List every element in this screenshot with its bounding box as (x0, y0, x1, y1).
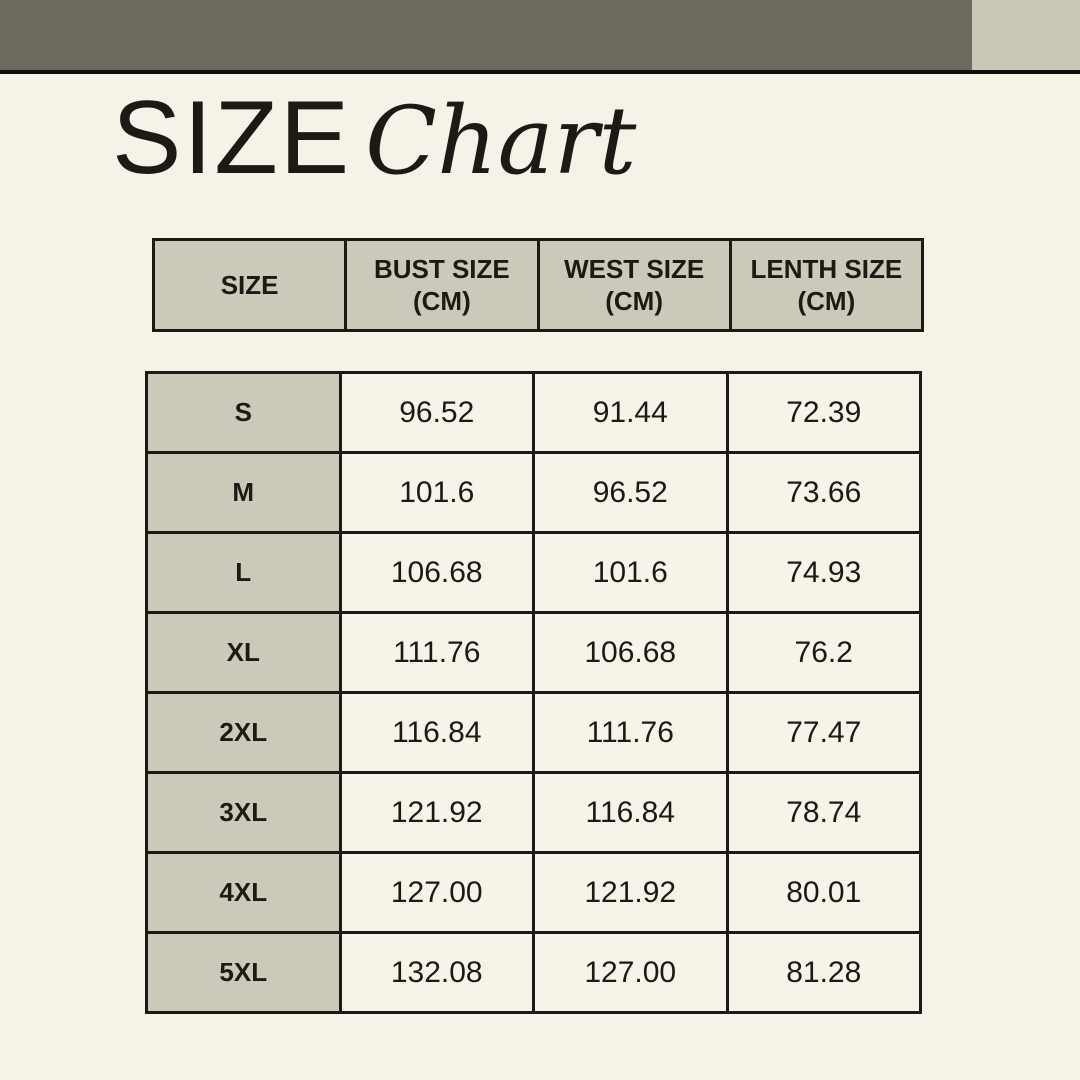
size-table-header: SIZE BUST SIZE (CM) WEST SIZE (CM) LENTH… (151, 238, 925, 332)
header-label: SIZE (220, 269, 279, 300)
title-word-chart: Chart (365, 87, 637, 196)
length-value-cell: 76.2 (725, 611, 922, 694)
table-row-2xl: 2XL 116.84 111.76 77.47 (145, 691, 922, 774)
bust-value-cell: 132.08 (338, 931, 535, 1014)
west-value-cell: 106.68 (532, 611, 729, 694)
size-table-body: S 96.52 91.44 72.39 M 101.6 96.52 73.66 … (145, 371, 922, 1014)
west-value-cell: 96.52 (532, 451, 729, 534)
header-cell-size: SIZE (151, 238, 348, 332)
header-label: WEST SIZE (564, 253, 705, 284)
size-label-cell: S (145, 371, 342, 454)
bust-value-cell: 106.68 (338, 531, 535, 614)
length-value-cell: 81.28 (725, 931, 922, 1014)
table-row-3xl: 3XL 121.92 116.84 78.74 (145, 771, 922, 854)
size-label-cell: 5XL (145, 931, 342, 1014)
table-row-m: M 101.6 96.52 73.66 (145, 451, 922, 534)
bust-value-cell: 111.76 (338, 611, 535, 694)
header-cell-west: WEST SIZE (CM) (536, 238, 732, 332)
length-value-cell: 77.47 (725, 691, 922, 774)
table-row-5xl: 5XL 132.08 127.00 81.28 (145, 931, 922, 1014)
size-label-cell: 3XL (145, 771, 342, 854)
top-bar (0, 0, 1080, 70)
table-row-s: S 96.52 91.44 72.39 (145, 371, 922, 454)
length-value-cell: 73.66 (725, 451, 922, 534)
size-label-cell: 2XL (145, 691, 342, 774)
table-row-xl: XL 111.76 106.68 76.2 (145, 611, 922, 694)
size-label-cell: M (145, 451, 342, 534)
west-value-cell: 101.6 (532, 531, 729, 614)
top-bar-divider (0, 70, 1080, 74)
header-unit: (CM) (412, 286, 471, 316)
west-value-cell: 127.00 (532, 931, 729, 1014)
title-word-size: SIZE (112, 80, 352, 196)
length-value-cell: 80.01 (725, 851, 922, 934)
west-value-cell: 111.76 (532, 691, 729, 774)
top-bar-accent-block (972, 0, 1080, 70)
table-row-4xl: 4XL 127.00 121.92 80.01 (145, 851, 922, 934)
header-unit: (CM) (605, 286, 663, 316)
length-value-cell: 72.39 (725, 371, 922, 454)
length-value-cell: 78.74 (725, 771, 922, 854)
west-value-cell: 116.84 (532, 771, 729, 854)
west-value-cell: 121.92 (532, 851, 729, 934)
header-unit: (CM) (797, 286, 856, 316)
bust-value-cell: 127.00 (338, 851, 535, 934)
bust-value-cell: 96.52 (338, 371, 535, 454)
page-title: SIZE Chart (112, 86, 636, 190)
west-value-cell: 91.44 (532, 371, 729, 454)
bust-value-cell: 116.84 (338, 691, 535, 774)
header-cell-length: LENTH SIZE (CM) (728, 238, 925, 332)
header-label: LENTH SIZE (750, 253, 903, 284)
size-label-cell: XL (145, 611, 342, 694)
length-value-cell: 74.93 (725, 531, 922, 614)
header-label: BUST SIZE (373, 253, 510, 284)
header-row: SIZE BUST SIZE (CM) WEST SIZE (CM) LENTH… (151, 238, 925, 332)
size-label-cell: L (145, 531, 342, 614)
size-label-cell: 4XL (145, 851, 342, 934)
table-row-l: L 106.68 101.6 74.93 (145, 531, 922, 614)
bust-value-cell: 101.6 (338, 451, 535, 534)
bust-value-cell: 121.92 (338, 771, 535, 854)
header-cell-bust: BUST SIZE (CM) (344, 238, 540, 332)
